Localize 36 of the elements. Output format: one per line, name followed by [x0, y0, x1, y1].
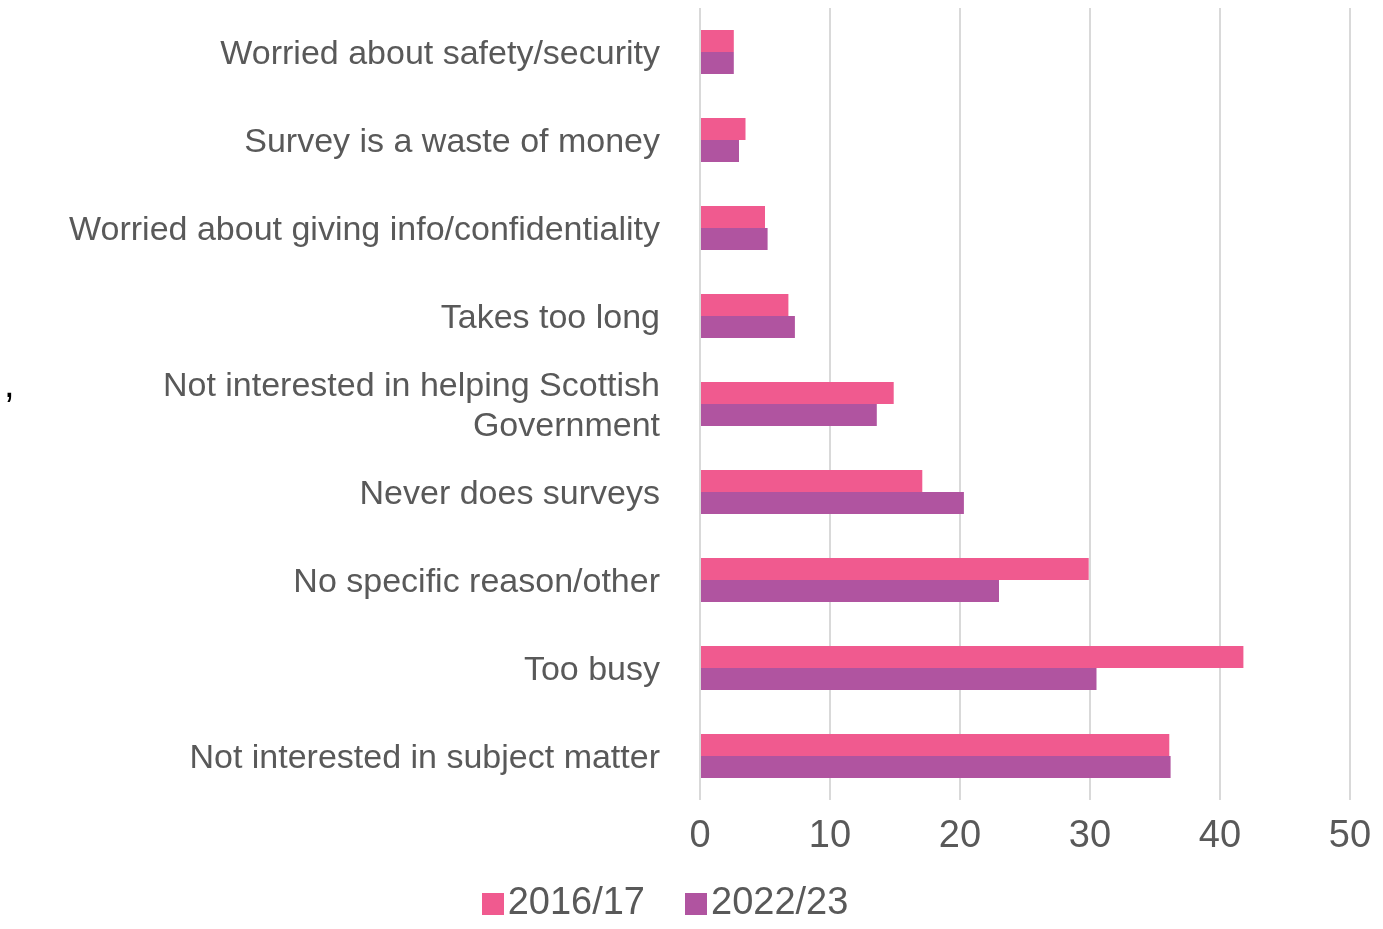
bar: [700, 140, 739, 162]
legend-label: 2016/17: [507, 880, 645, 922]
y-tick-label: Worried about safety/security: [220, 33, 660, 71]
y-tick-label: Takes too long: [440, 297, 660, 335]
bar: [700, 734, 1170, 756]
y-tick-label: Not interested in subject matter: [189, 737, 660, 775]
bar: [700, 404, 877, 426]
x-tick-label: 10: [808, 812, 852, 855]
bar: [700, 382, 894, 404]
y-tick-label: Too busy: [523, 649, 660, 687]
x-tick-label: 50: [1328, 812, 1372, 855]
bar: [700, 52, 734, 74]
bar: [700, 206, 765, 228]
bar: [700, 580, 999, 602]
bar: [700, 646, 1244, 668]
bar: [700, 294, 789, 316]
legend-label: 2022/23: [711, 880, 849, 922]
bar: [700, 558, 1089, 580]
bar: [700, 668, 1097, 690]
bar: [700, 30, 734, 52]
text: ,: [4, 363, 15, 406]
y-tick-label: Never does surveys: [359, 473, 660, 511]
x-tick-label: 20: [938, 812, 982, 855]
y-tick-label: Survey is a waste of money: [244, 121, 660, 159]
bar: [700, 228, 768, 250]
y-tick-label: Not interested in helping Scottish Government: [162, 365, 661, 443]
bar: [700, 470, 923, 492]
bar: [700, 316, 795, 338]
x-tick-label: 0: [689, 812, 711, 855]
x-tick-label: 30: [1068, 812, 1112, 855]
bar: [700, 118, 746, 140]
x-tick-label: 40: [1198, 812, 1242, 855]
y-tick-label: Worried about giving info/confidentiality: [69, 209, 660, 247]
bar: [700, 492, 964, 514]
bar: [700, 756, 1171, 778]
y-tick-label: No specific reason/other: [293, 561, 660, 599]
